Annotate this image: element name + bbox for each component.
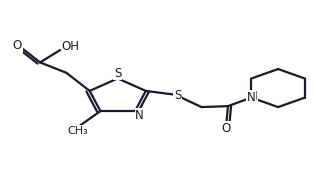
- Text: O: O: [222, 122, 231, 135]
- Text: N: N: [135, 109, 144, 122]
- Text: N: N: [247, 91, 256, 104]
- Text: S: S: [174, 89, 182, 102]
- Text: O: O: [13, 39, 22, 52]
- Text: S: S: [114, 67, 121, 80]
- Text: N: N: [249, 90, 257, 103]
- Text: OH: OH: [61, 40, 79, 53]
- Text: CH₃: CH₃: [67, 126, 88, 136]
